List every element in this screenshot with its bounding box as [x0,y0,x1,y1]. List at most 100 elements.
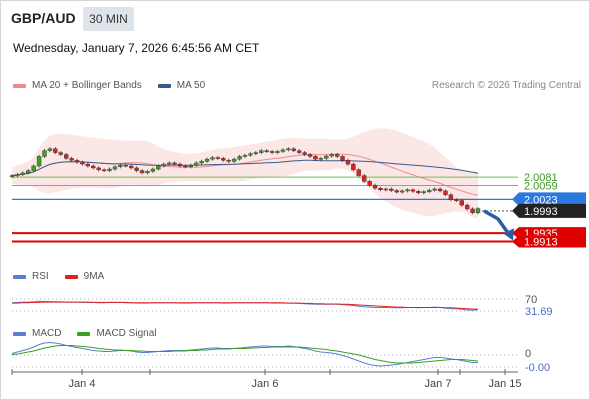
candle [437,187,443,193]
currency-pair-title: GBP/AUD [11,10,76,26]
candle [410,188,416,193]
candle-body [248,153,253,156]
candle-body [459,200,464,206]
candle [194,161,199,167]
timeframe-button[interactable]: 30 MIN [83,7,134,31]
candle-body [464,204,470,210]
candle-body [410,189,416,192]
candle-body [156,165,161,170]
candle-body [362,175,367,182]
candle-body [123,165,128,167]
candle-body [150,168,156,172]
candle-body [351,163,356,171]
candle-body [91,165,96,169]
candle-body [291,148,296,151]
candle [69,156,74,162]
candle [464,203,470,211]
candle-body [427,189,432,192]
candle-body [199,161,204,164]
candle [172,161,177,166]
candle [372,183,378,190]
candle-body [183,165,188,168]
candle-body [26,170,31,174]
candle-body [383,188,389,191]
candle [42,149,47,158]
candle-body [134,167,139,171]
candle-body [188,165,194,167]
candle [31,164,36,173]
candle [286,147,291,152]
candle [334,152,340,158]
candle [345,158,351,166]
candle [432,187,437,192]
candle-body [367,181,372,186]
candle [416,189,421,195]
candle [166,161,172,166]
candle [307,152,313,158]
candle-body [389,188,394,191]
ma50-swatch [157,83,171,88]
candle-body [15,174,20,176]
candle [340,154,345,162]
macd-line [11,341,478,367]
x-axis-tick-label: Jan 15 [488,378,521,390]
candle-body [443,190,448,195]
price-legend: MA 20 + Bollinger Bands MA 50 [13,80,205,91]
x-axis-tick-label: Jan 6 [252,378,279,390]
candle [264,149,269,153]
candle-body [394,190,399,193]
candle-body [145,171,150,174]
candle-body [264,150,269,152]
candle [85,162,91,168]
support-price-tag [512,235,586,248]
candle [399,189,405,194]
candle [91,164,96,170]
candle [296,149,302,155]
candle-body [329,154,334,157]
candle-body [399,190,405,193]
candle [145,169,150,175]
candle-body [69,158,74,161]
target-price-label: 1.9993 [524,206,558,218]
candle-body [85,163,91,167]
macd-current-label: -0.00 [525,362,550,374]
x-axis-tick-label: Jan 4 [69,378,96,390]
candle [329,152,334,158]
candle [9,174,15,179]
candle-body [345,160,351,165]
candle [156,164,161,171]
candle-body [221,158,226,161]
candle-body [307,154,313,157]
candle [367,179,372,187]
candle-body [80,161,85,165]
candle [58,151,63,157]
candle [475,207,481,215]
candle [63,152,69,160]
candle-body [475,208,481,213]
macd-swatch [13,331,26,336]
candle-body [139,170,145,174]
candle-body [416,191,421,194]
macd-signal-swatch [77,331,91,336]
candle-body [448,194,454,200]
current-price-tag [512,192,586,207]
candle-body [237,156,242,160]
candle-body [36,156,42,167]
candle [123,163,128,168]
candle-body [107,168,112,171]
candle [177,162,183,168]
candle [448,193,454,202]
candle [470,207,475,215]
candle [253,151,259,156]
candle [15,172,20,178]
macd-zero-label: 0 [525,348,531,360]
candle-body [275,151,280,153]
candle-body [42,150,47,157]
candle [134,166,139,173]
candle [210,156,215,161]
candle-body [437,188,443,192]
candle [242,153,248,158]
candle-body [20,172,26,175]
support-price-label: 1.9913 [524,237,558,249]
legend-macd-label: MACD [32,328,62,339]
